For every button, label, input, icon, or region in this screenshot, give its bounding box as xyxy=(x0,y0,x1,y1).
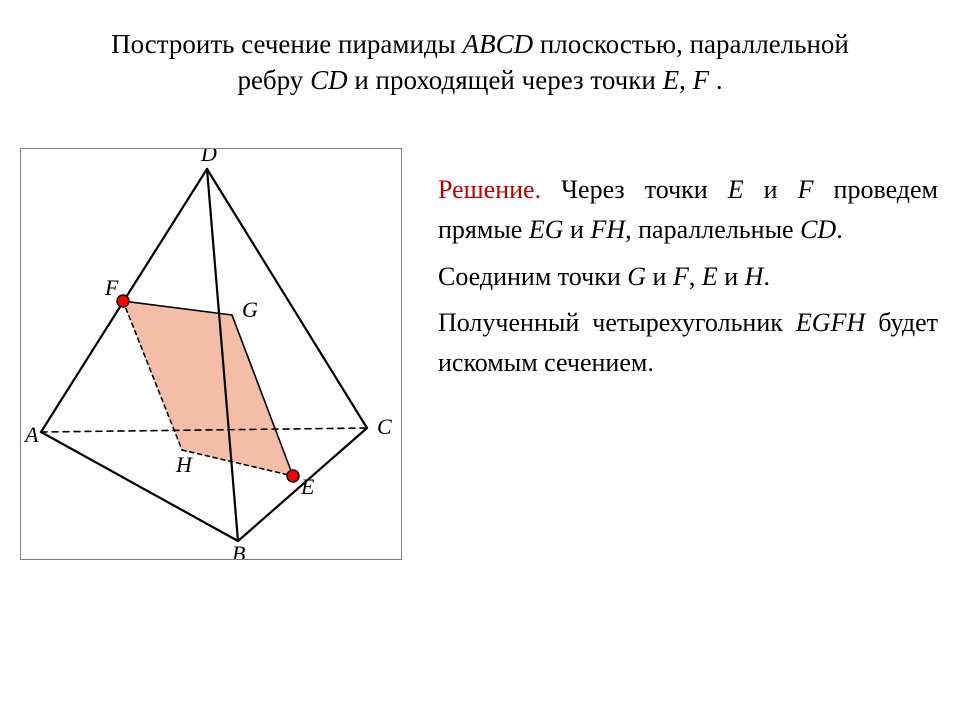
svg-text:F: F xyxy=(104,275,119,300)
sol3-EGFH: EGFH xyxy=(796,308,865,337)
sol1-E: E xyxy=(728,175,744,204)
sol2-d: и xyxy=(718,262,745,291)
title: Построить сечение пирамиды ABCD плоскост… xyxy=(0,26,960,99)
sol2-b: и xyxy=(646,262,673,291)
sol2-H: H xyxy=(745,262,764,291)
sol3-a: Полученный четырехугольник xyxy=(438,308,796,337)
pyramid-diagram: A B C D F G H E xyxy=(21,149,401,559)
solution-text: Решение. Через точки E и F проведем прям… xyxy=(438,170,938,389)
title-e: E xyxy=(663,65,680,95)
sol2-c: , xyxy=(689,262,702,291)
solution-p2: Соединим точки G и F, E и H. xyxy=(438,257,938,297)
title-sep: , xyxy=(679,65,693,95)
solution-label: Решение. xyxy=(438,175,541,204)
sol2-E: E xyxy=(702,262,718,291)
sol1-EG: EG xyxy=(529,215,564,244)
sol1-d: и xyxy=(564,215,591,244)
page: Построить сечение пирамиды ABCD плоскост… xyxy=(0,0,960,720)
title-f: F xyxy=(693,65,710,95)
title-text-1: Построить сечение пирамиды xyxy=(111,29,462,59)
svg-text:G: G xyxy=(242,297,258,322)
svg-text:D: D xyxy=(200,149,217,166)
title-text-1b: плоскостью, параллельной xyxy=(533,29,849,59)
title-text-2a: ребру xyxy=(237,65,310,95)
svg-text:E: E xyxy=(300,474,315,499)
title-end: . xyxy=(709,65,723,95)
svg-text:H: H xyxy=(175,452,193,477)
title-cd: CD xyxy=(310,65,348,95)
svg-text:C: C xyxy=(377,414,392,439)
sol2-e: . xyxy=(763,262,770,291)
sol1-FH: FH xyxy=(590,215,625,244)
sol1-b: и xyxy=(744,175,798,204)
sol2-G: G xyxy=(627,262,646,291)
sol2-a: Соединим точки xyxy=(438,262,627,291)
sol1-CD: CD xyxy=(800,215,836,244)
title-abcd: ABCD xyxy=(463,29,534,59)
title-text-2b: и проходящей через точки xyxy=(348,65,663,95)
sol1-a: Через точки xyxy=(541,175,728,204)
solution-p1: Решение. Через точки E и F проведем прям… xyxy=(438,170,938,251)
solution-p3: Полученный четырехугольник EGFH будет ис… xyxy=(438,303,938,384)
sol2-F: F xyxy=(673,262,689,291)
sol1-e: , параллельные xyxy=(625,215,800,244)
sol1-F: F xyxy=(798,175,814,204)
svg-text:B: B xyxy=(232,541,245,559)
svg-text:A: A xyxy=(23,422,39,447)
diagram-box: A B C D F G H E xyxy=(20,148,402,560)
sol1-f: . xyxy=(836,215,843,244)
